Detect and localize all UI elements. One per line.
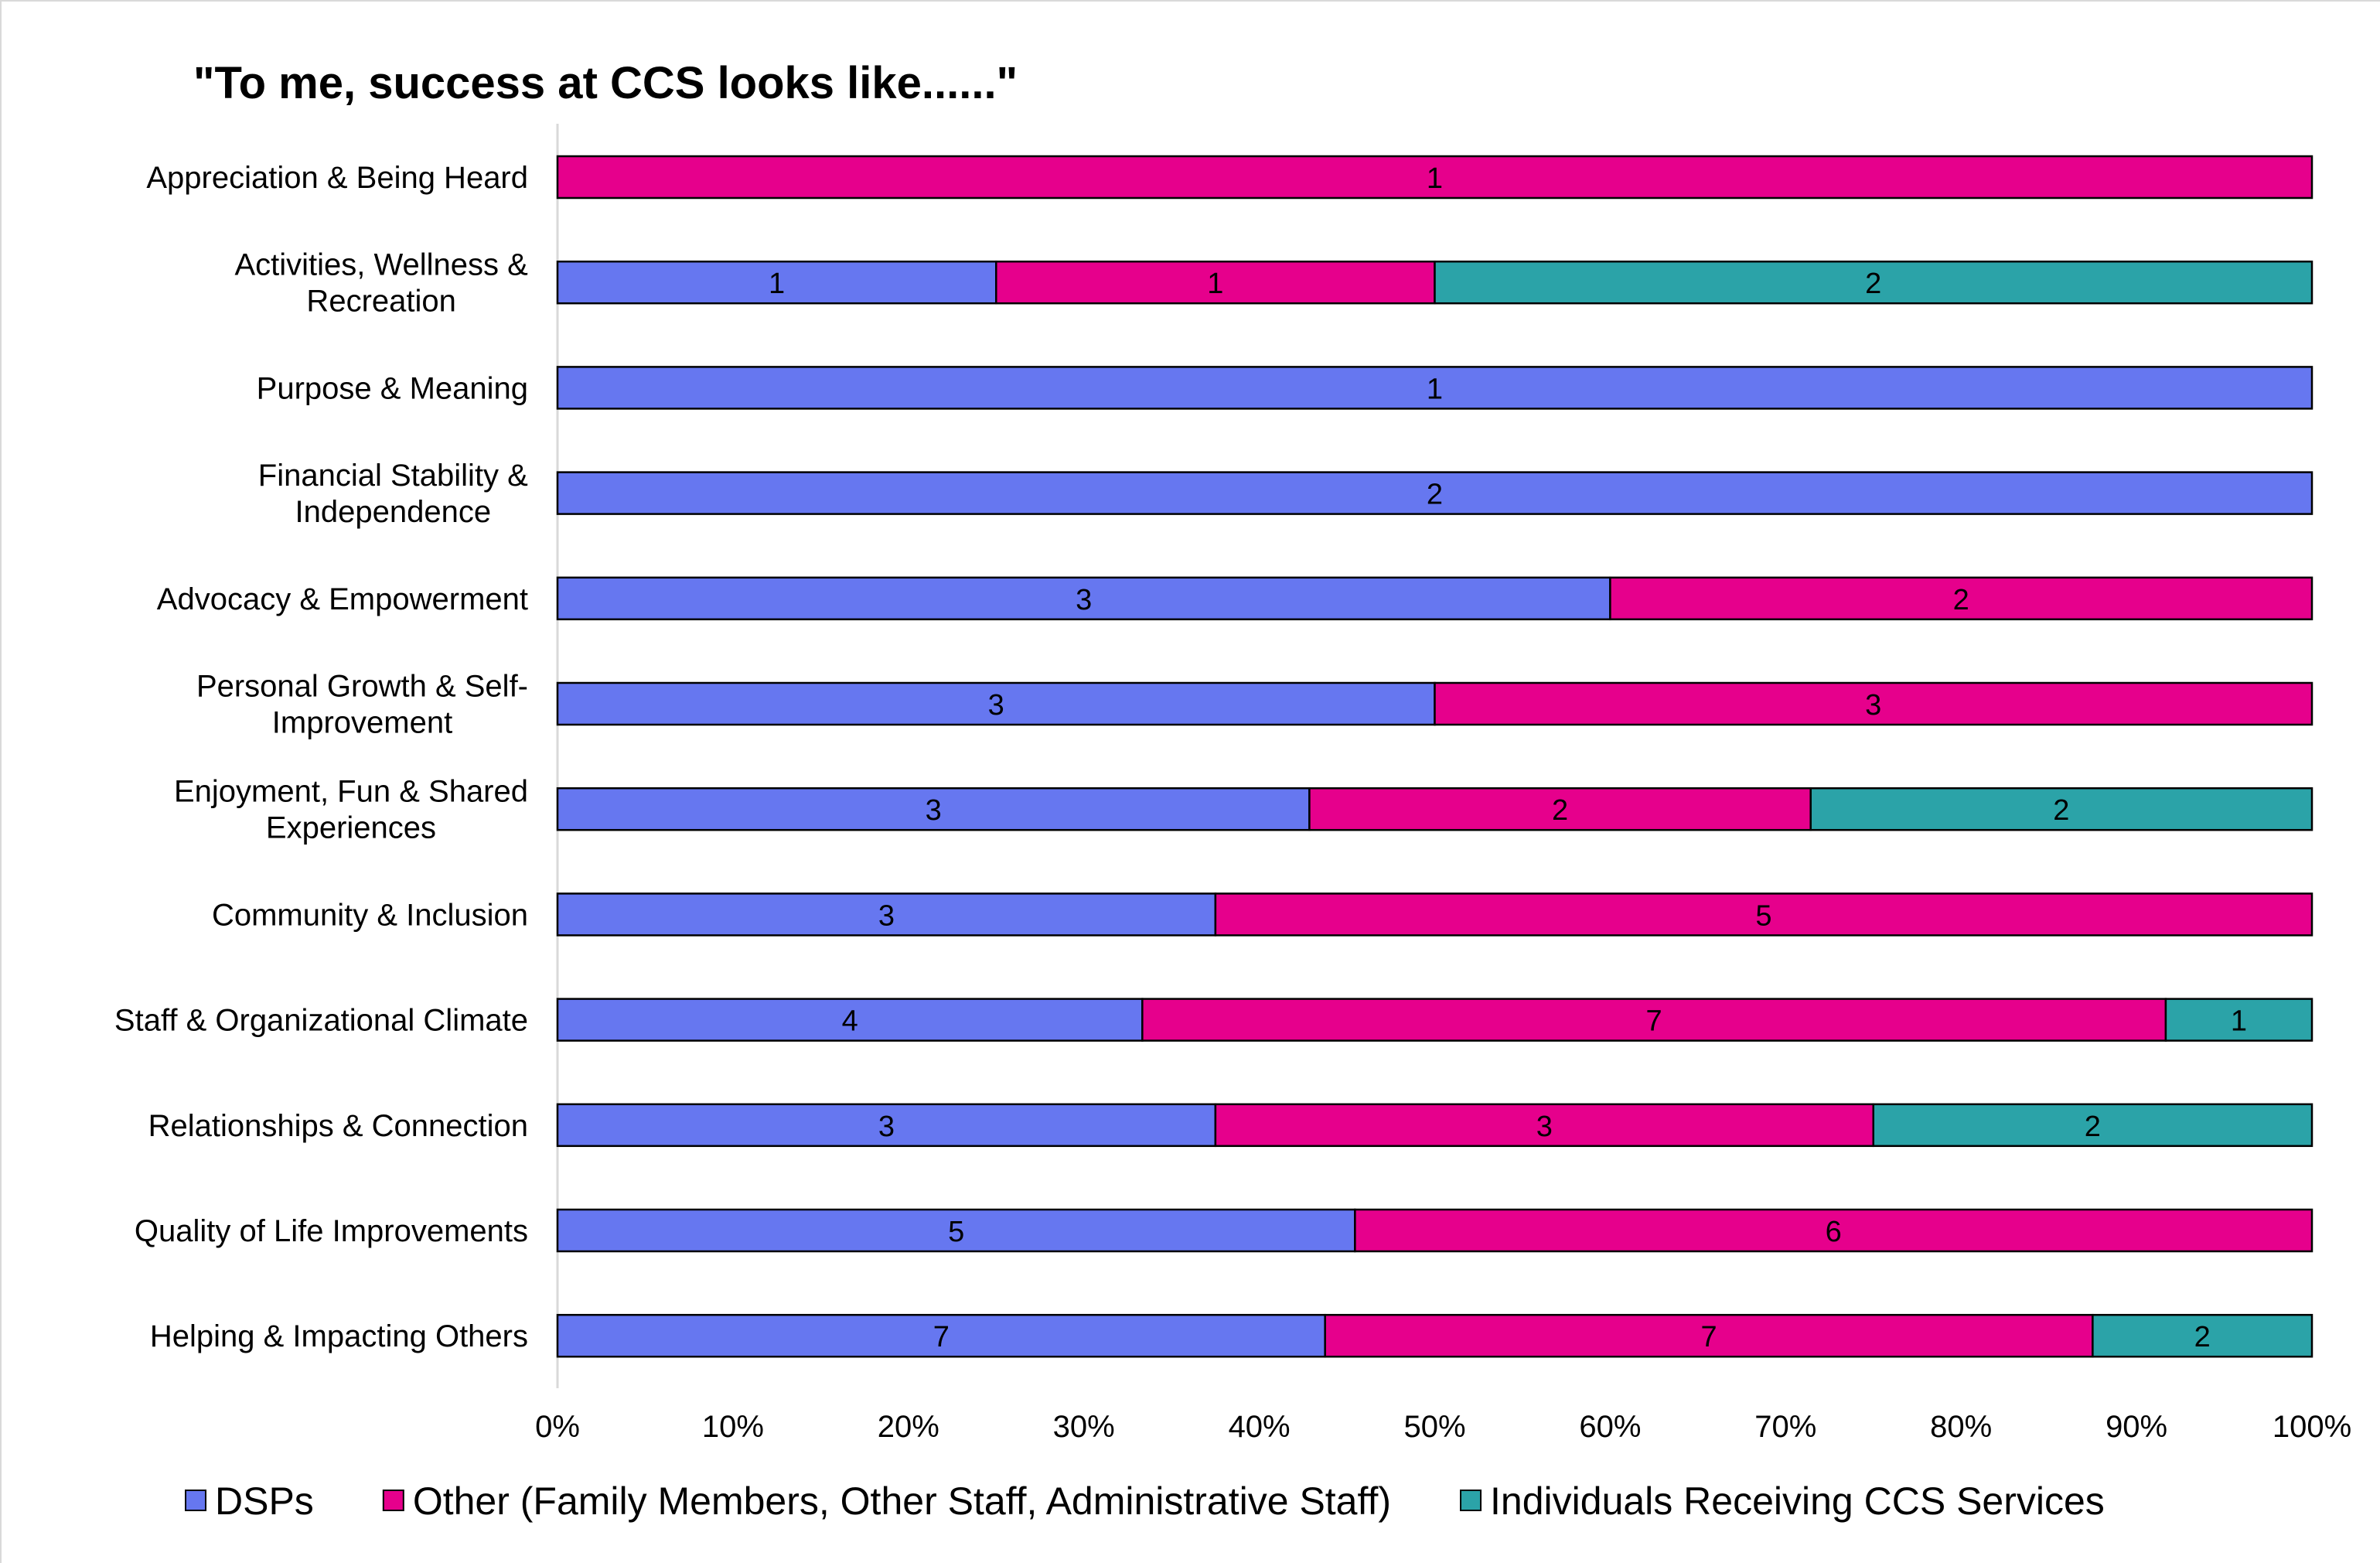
- x-tick-label: 40%: [1229, 1410, 1291, 1444]
- legend-entry: Individuals Receiving CCS Services: [1490, 1479, 2105, 1523]
- data-label: 7: [933, 1321, 950, 1353]
- legend-entry: Other (Family Members, Other Staff, Admi…: [413, 1479, 1391, 1523]
- bar-segment: [556, 366, 2314, 410]
- data-label: 3: [878, 899, 895, 932]
- x-tick-label: 0%: [535, 1410, 580, 1444]
- category-label: Staff & Organizational Climate: [114, 1004, 528, 1038]
- data-label: 2: [1427, 479, 1443, 511]
- category-label: Activities, Wellness & Recreation: [234, 248, 528, 319]
- bar-segment: [1434, 681, 2314, 726]
- data-label: 7: [1646, 1005, 1662, 1038]
- category-label: Purpose & Meaning: [257, 371, 528, 405]
- category-label-line: Staff & Organizational Climate: [114, 1004, 528, 1038]
- legend-swatch: [185, 1490, 206, 1511]
- category-label: Advocacy & Empowerment: [157, 582, 528, 616]
- data-label: 2: [2085, 1111, 2101, 1143]
- data-label: 2: [2053, 794, 2069, 827]
- x-tick-label: 90%: [2106, 1410, 2167, 1444]
- data-label: 1: [1427, 373, 1443, 405]
- category-label-line: Financial Stability &: [258, 459, 528, 493]
- bar-segment: [556, 576, 1611, 621]
- category-label-line: Independence: [295, 495, 492, 529]
- bar-segment: [556, 892, 1217, 937]
- bar-segment: [556, 471, 2314, 515]
- category-label-line: Enjoyment, Fun & Shared: [174, 775, 528, 809]
- data-label: 1: [1207, 268, 1223, 300]
- data-label: 1: [1427, 162, 1443, 195]
- chart-title: "To me, success at CCS looks like......": [193, 58, 1018, 108]
- category-label: Enjoyment, Fun & Shared Experiences: [174, 775, 528, 845]
- data-label: 4: [842, 1005, 858, 1038]
- data-label: 3: [1076, 584, 1092, 616]
- x-tick-label: 20%: [878, 1410, 939, 1444]
- data-label: 2: [1953, 584, 1969, 616]
- data-label: 2: [2194, 1321, 2211, 1353]
- category-label-line: Quality of Life Improvements: [135, 1214, 528, 1248]
- data-label: 3: [926, 794, 942, 827]
- bar-segment: [1354, 1208, 2314, 1253]
- bar-segment: [1214, 892, 2314, 937]
- bar-segment: [2164, 998, 2314, 1042]
- category-label-line: Experiences: [266, 811, 436, 845]
- data-label: 3: [1536, 1111, 1553, 1143]
- bar-segment: [556, 787, 1311, 831]
- category-label-line: Advocacy & Empowerment: [157, 582, 528, 616]
- bar-segment: [556, 1208, 1356, 1253]
- category-label: Community & Inclusion: [212, 898, 528, 932]
- category-label-line: Activities, Wellness &: [234, 248, 528, 282]
- data-label: 7: [1700, 1321, 1717, 1353]
- category-label: Quality of Life Improvements: [135, 1214, 528, 1248]
- bar-segment: [1214, 1103, 1874, 1148]
- category-label: Financial Stability & Independence: [258, 459, 528, 529]
- bar-segment: [556, 681, 1436, 726]
- bar-segment: [556, 1103, 1217, 1148]
- category-label-line: Relationships & Connection: [148, 1109, 528, 1143]
- category-label: Personal Growth & Self-Improvement: [196, 670, 528, 740]
- category-label-line: Personal Growth & Self-: [196, 670, 528, 704]
- x-tick-label: 10%: [702, 1410, 764, 1444]
- legend-swatch: [382, 1490, 404, 1511]
- bar-segment: [556, 1313, 1326, 1358]
- category-label-line: Helping & Impacting Others: [150, 1319, 528, 1353]
- category-label-line: Purpose & Meaning: [257, 371, 528, 405]
- bar-segment: [556, 155, 2314, 200]
- data-label: 1: [769, 268, 785, 300]
- category-label: Appreciation & Being Heard: [146, 161, 528, 195]
- bar-segment: [1141, 998, 2167, 1042]
- data-label: 1: [2231, 1005, 2247, 1038]
- bar-segment: [556, 998, 1144, 1042]
- x-tick-label: 100%: [2273, 1410, 2351, 1444]
- x-tick-label: 50%: [1403, 1410, 1465, 1444]
- data-label: 6: [1826, 1216, 1842, 1248]
- category-label: Relationships & Connection: [148, 1109, 528, 1143]
- legend-entry: DSPs: [215, 1479, 314, 1523]
- category-label-line: Recreation: [306, 285, 455, 319]
- bar-segment: [1434, 260, 2314, 305]
- bar-segment: [2092, 1313, 2314, 1358]
- bar-segment: [1308, 787, 1812, 831]
- data-label: 5: [948, 1216, 964, 1248]
- bar-segment: [1809, 787, 2314, 831]
- category-label: Helping & Impacting Others: [150, 1319, 528, 1353]
- data-label: 5: [1755, 899, 1771, 932]
- category-label-line: Community & Inclusion: [212, 898, 528, 932]
- x-tick-label: 80%: [1930, 1410, 1992, 1444]
- data-label: 3: [988, 689, 1004, 722]
- data-label: 2: [1552, 794, 1568, 827]
- bar-segment: [1324, 1313, 2094, 1358]
- category-label-line: Improvement: [272, 706, 452, 740]
- bar-segment: [995, 260, 1436, 305]
- legend-swatch: [1460, 1490, 1482, 1511]
- x-tick-label: 70%: [1754, 1410, 1816, 1444]
- data-label: 3: [1865, 689, 1881, 722]
- data-label: 3: [878, 1111, 895, 1143]
- category-label-line: Appreciation & Being Heard: [146, 161, 528, 195]
- bar-segment: [1872, 1103, 2314, 1148]
- x-tick-label: 30%: [1053, 1410, 1115, 1444]
- x-tick-label: 60%: [1579, 1410, 1641, 1444]
- data-label: 2: [1865, 268, 1881, 300]
- bar-segment: [1609, 576, 2314, 621]
